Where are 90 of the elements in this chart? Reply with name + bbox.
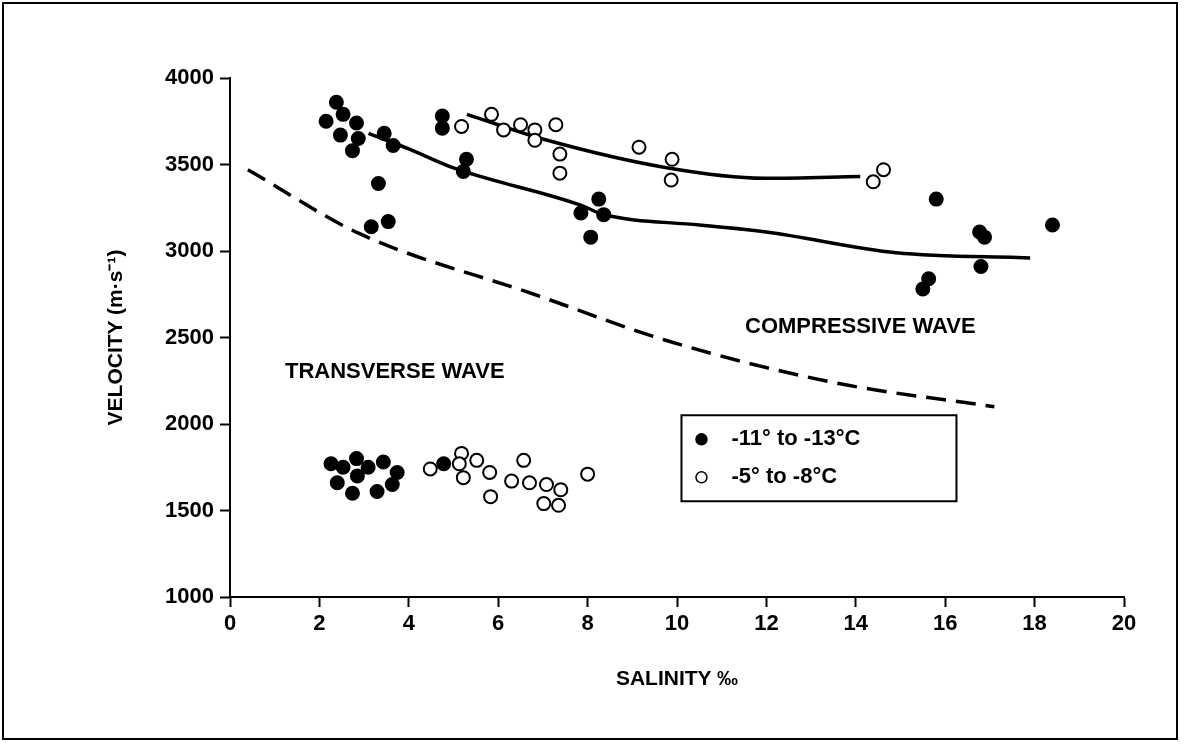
point [521,475,537,491]
x-tick-label: 0 [223,610,237,636]
point [369,483,385,499]
y-tick-label: 1500 [165,496,214,522]
point [344,143,360,159]
point [536,496,552,512]
y-tick-label: 2000 [165,410,214,436]
point [349,115,364,131]
annotation: COMPRESSIVE WAVE [745,313,976,339]
point [349,451,364,467]
point [436,456,452,472]
point [496,122,512,138]
point [344,485,360,501]
point [921,271,937,287]
x-tick-label: 10 [664,610,690,636]
point [483,489,499,505]
point [527,132,543,148]
point [375,454,391,470]
point [434,108,450,124]
point [385,137,401,153]
point [548,117,564,133]
y-tick-label: 4000 [165,64,214,90]
point [573,205,589,221]
line-series [246,167,997,409]
point [360,459,376,475]
x-tick-label: 2 [313,610,326,636]
point [513,117,529,133]
point [928,191,944,207]
point [384,477,400,493]
point [454,118,470,134]
point [455,470,471,486]
point [915,281,931,297]
point [469,452,485,468]
point [451,456,467,472]
y-axis-title: VELOCITY (m·s⁻¹) [103,249,127,426]
x-tick-label: 16 [932,610,958,636]
point [876,162,892,178]
point [482,464,498,480]
annotation: TRANSVERSE WAVE [285,358,505,384]
point [458,151,474,167]
x-tick-label: 12 [754,610,779,636]
point [363,219,379,235]
point [335,459,351,475]
point [332,127,348,143]
y-tick-label: 2500 [165,323,214,349]
point [455,163,471,179]
point [865,174,881,190]
point [422,461,438,477]
point [335,106,351,122]
point [591,191,607,207]
point [973,259,989,275]
x-tick-label: 4 [402,610,416,636]
y-tick-label: 3500 [165,150,214,176]
point [538,477,554,493]
point [596,207,612,223]
point [977,229,993,245]
point [551,497,567,513]
point [318,113,334,129]
point [484,106,499,122]
legend-label: -5° to -8°C [731,463,838,489]
point [349,468,365,484]
point [516,452,532,468]
point [583,229,599,245]
point [631,139,647,155]
point [1044,217,1060,233]
point [552,146,568,162]
y-tick-label: 1000 [165,583,214,609]
point [350,131,366,147]
point [370,176,386,192]
y-tick-label: 3000 [165,237,214,263]
x-tick-label: 14 [843,610,869,636]
point [504,473,520,489]
x-tick-label: 18 [1022,610,1047,636]
point [328,94,344,110]
x-tick-label: 6 [492,610,505,636]
x-tick-label: 20 [1111,610,1137,636]
point [376,125,392,141]
point [664,151,680,167]
x-tick-label: 8 [581,610,594,636]
x-axis-title: SALINITY ‰ [615,666,739,690]
point [434,120,450,136]
point [389,464,405,480]
point [329,475,345,491]
point [580,466,596,482]
point [552,165,568,181]
legend-label: -11° to -13°C [731,425,861,451]
point [380,214,396,230]
point [323,456,339,472]
point [553,482,569,498]
point [663,172,679,188]
